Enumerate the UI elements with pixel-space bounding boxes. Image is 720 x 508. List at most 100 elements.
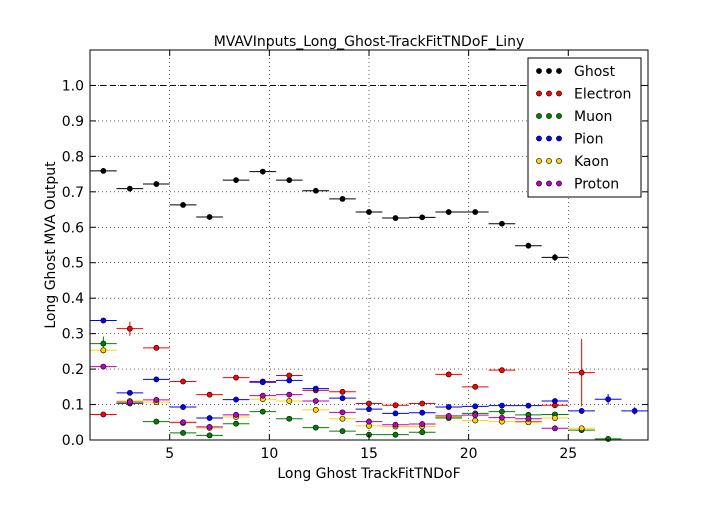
- x-tick-label: 25: [559, 446, 577, 462]
- data-point: [605, 436, 612, 442]
- legend-marker: [556, 68, 562, 74]
- data-point: [552, 425, 558, 432]
- data-point: [312, 398, 319, 404]
- y-tick-label: 0.8: [62, 149, 84, 165]
- data-point: [153, 397, 160, 403]
- data-point: [339, 388, 346, 395]
- data-point: [233, 411, 239, 418]
- y-axis-label: Long Ghost MVA Output: [43, 161, 59, 329]
- data-point: [419, 409, 426, 416]
- data-point: [206, 432, 213, 439]
- data-point: [392, 402, 399, 409]
- legend-label: Pion: [574, 132, 603, 148]
- data-point: [153, 418, 160, 425]
- y-tick-label: 0.2: [62, 362, 84, 378]
- data-point: [206, 214, 213, 220]
- data-point: [233, 177, 239, 184]
- data-point: [180, 430, 186, 436]
- legend-marker: [546, 90, 552, 97]
- y-tick-label: 0.6: [62, 220, 84, 236]
- data-point: [445, 404, 452, 410]
- data-point: [339, 395, 346, 402]
- y-tick-label: 0.7: [62, 185, 84, 201]
- legend-marker: [556, 113, 562, 119]
- data-point: [366, 400, 372, 407]
- data-point: [312, 406, 319, 413]
- legend-marker: [536, 113, 542, 119]
- data-point: [525, 402, 532, 409]
- x-tick-label: 20: [460, 446, 478, 462]
- data-point: [605, 396, 612, 403]
- x-axis-label: Long Ghost TrackFitTNDoF: [277, 466, 460, 482]
- y-tick-label: 0.5: [62, 256, 84, 272]
- data-point: [578, 408, 585, 414]
- data-point: [392, 421, 399, 428]
- data-point: [286, 391, 293, 398]
- data-point: [339, 428, 346, 435]
- data-point: [366, 418, 372, 425]
- data-point: [100, 347, 107, 354]
- legend-marker: [546, 135, 552, 142]
- legend-label: Kaon: [574, 154, 609, 170]
- data-point: [126, 325, 133, 332]
- legend-marker: [546, 158, 552, 164]
- data-point: [206, 415, 213, 421]
- data-point: [472, 383, 479, 390]
- data-point: [233, 374, 239, 381]
- data-point: [100, 317, 107, 324]
- data-point: [525, 415, 532, 422]
- y-tick-label: 0.1: [62, 398, 84, 414]
- y-tick-label: 0.3: [62, 327, 84, 343]
- data-point: [180, 202, 186, 208]
- data-point: [233, 396, 239, 403]
- legend-marker: [536, 135, 542, 142]
- legend-marker: [536, 180, 542, 187]
- legend-label: Ghost: [574, 64, 616, 80]
- data-point: [578, 369, 585, 376]
- data-point: [552, 398, 558, 404]
- y-tick-label: 1.0: [62, 78, 84, 94]
- legend-marker: [546, 113, 552, 119]
- data-point: [525, 242, 532, 249]
- legend-label: Proton: [574, 177, 619, 193]
- legend-marker: [536, 158, 542, 164]
- series-pion: [90, 317, 648, 421]
- data-point: [180, 378, 186, 385]
- data-point: [312, 385, 319, 392]
- data-point: [472, 417, 479, 424]
- data-point: [206, 423, 213, 430]
- data-point: [126, 399, 133, 405]
- data-point: [631, 408, 638, 414]
- data-point: [100, 167, 107, 174]
- x-tick-label: 15: [360, 446, 378, 462]
- data-point: [472, 209, 479, 215]
- legend-label: Muon: [574, 109, 612, 125]
- data-point: [233, 420, 239, 427]
- data-point: [578, 425, 585, 432]
- data-point: [286, 372, 293, 379]
- legend-marker: [536, 90, 542, 97]
- data-point: [499, 402, 505, 409]
- data-point: [499, 220, 505, 227]
- legend-label: Electron: [574, 87, 631, 103]
- legend: Ghost Electron Muon Pion Kaon Proton: [527, 57, 642, 198]
- data-point: [419, 214, 426, 221]
- legend-marker: [556, 180, 562, 187]
- data-point: [286, 177, 293, 184]
- series-layer: [90, 167, 648, 442]
- data-point: [392, 431, 399, 438]
- data-point: [180, 419, 186, 426]
- legend-marker: [546, 68, 552, 74]
- data-point: [312, 424, 319, 431]
- data-point: [100, 340, 107, 347]
- data-point: [392, 410, 399, 417]
- data-point: [499, 414, 505, 421]
- data-point: [153, 376, 160, 383]
- series-ghost: [90, 167, 569, 261]
- data-point: [312, 187, 319, 194]
- data-point: [100, 363, 107, 370]
- data-point: [153, 181, 160, 187]
- data-point: [286, 377, 293, 384]
